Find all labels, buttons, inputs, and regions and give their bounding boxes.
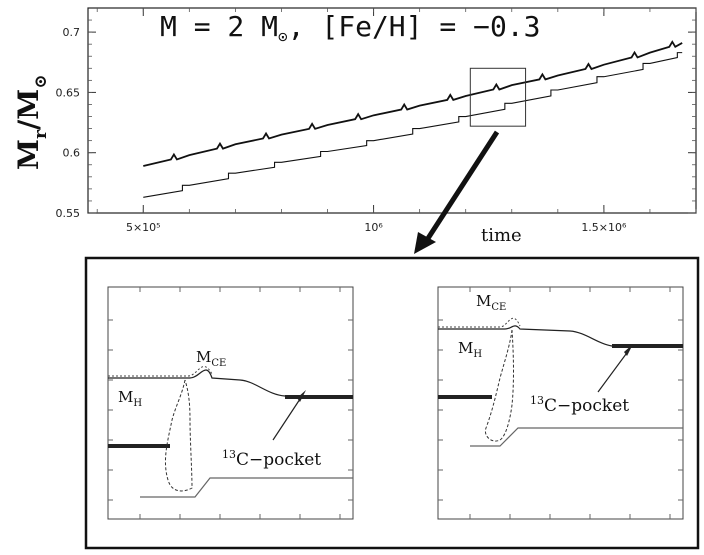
inset-right-pocket-arrow [597,349,630,393]
inset-right-mh-label: MH [458,339,482,360]
x-ticks: 5×10⁵ 10⁶ 1.5×10⁶ [96,8,697,234]
series-line-1 [143,40,683,167]
inset-left-mce-label: MCE [196,348,226,369]
inset-right-ticks [438,287,683,519]
inset-right-pocket-label: 13C−pocket [530,394,629,416]
zoom-box [469,67,527,127]
y-tick-label: 0.65 [56,86,81,99]
main-plot: 0.55 0.6 0.65 0.7 5×10⁵ 10⁶ 1.5×10⁶ M = 2 M⊙,… [12,7,697,246]
y-tick-label: 0.7 [63,26,81,39]
inset-right-frame [437,286,684,520]
inset-frame [84,256,700,550]
x-axis-label: time [481,225,522,246]
inset-left-ticks [108,287,353,519]
inset-left-mce-dotted [108,366,213,377]
inset-left-mh-line [140,477,353,498]
y-tick-label: 0.55 [56,207,81,220]
zoom-arrow [414,130,500,254]
inset-left-panel: MCE MH 13C−pocket [107,286,354,520]
y-tick-label: 0.6 [63,147,81,160]
svg-text:Mr/M⊙: Mr/M⊙ [12,75,51,170]
inset-left-frame [107,286,354,520]
inset-right-mce-curve [438,325,683,347]
series-line-2 [143,52,683,198]
series-group [143,40,683,198]
inset-left-mh-label: MH [118,388,142,409]
y-ticks: 0.55 0.6 0.65 0.7 [56,19,696,220]
inset-left-loop [165,379,193,492]
x-tick-label: 5×10⁵ [126,221,161,234]
inset-left-pocket-arrow [272,395,303,441]
inset-left-mce-curve [108,369,353,397]
main-plot-frame [87,7,697,214]
chart-title: M = 2 M⊙, [Fe/H] = −0.3 [160,10,541,46]
inset-right-mce-dotted [438,317,521,328]
y-axis-label: Mr/M⊙ [12,75,51,170]
inset-right-loop [484,329,514,442]
x-tick-label: 10⁶ [364,221,383,234]
inset-right-mh-line [470,427,683,447]
x-tick-label: 1.5×10⁶ [581,221,627,234]
inset-right-mce-label: MCE [476,292,506,313]
inset-left-pocket-label: 13C−pocket [222,448,321,470]
inset-right-panel: MCE MH 13C−pocket [437,286,684,520]
